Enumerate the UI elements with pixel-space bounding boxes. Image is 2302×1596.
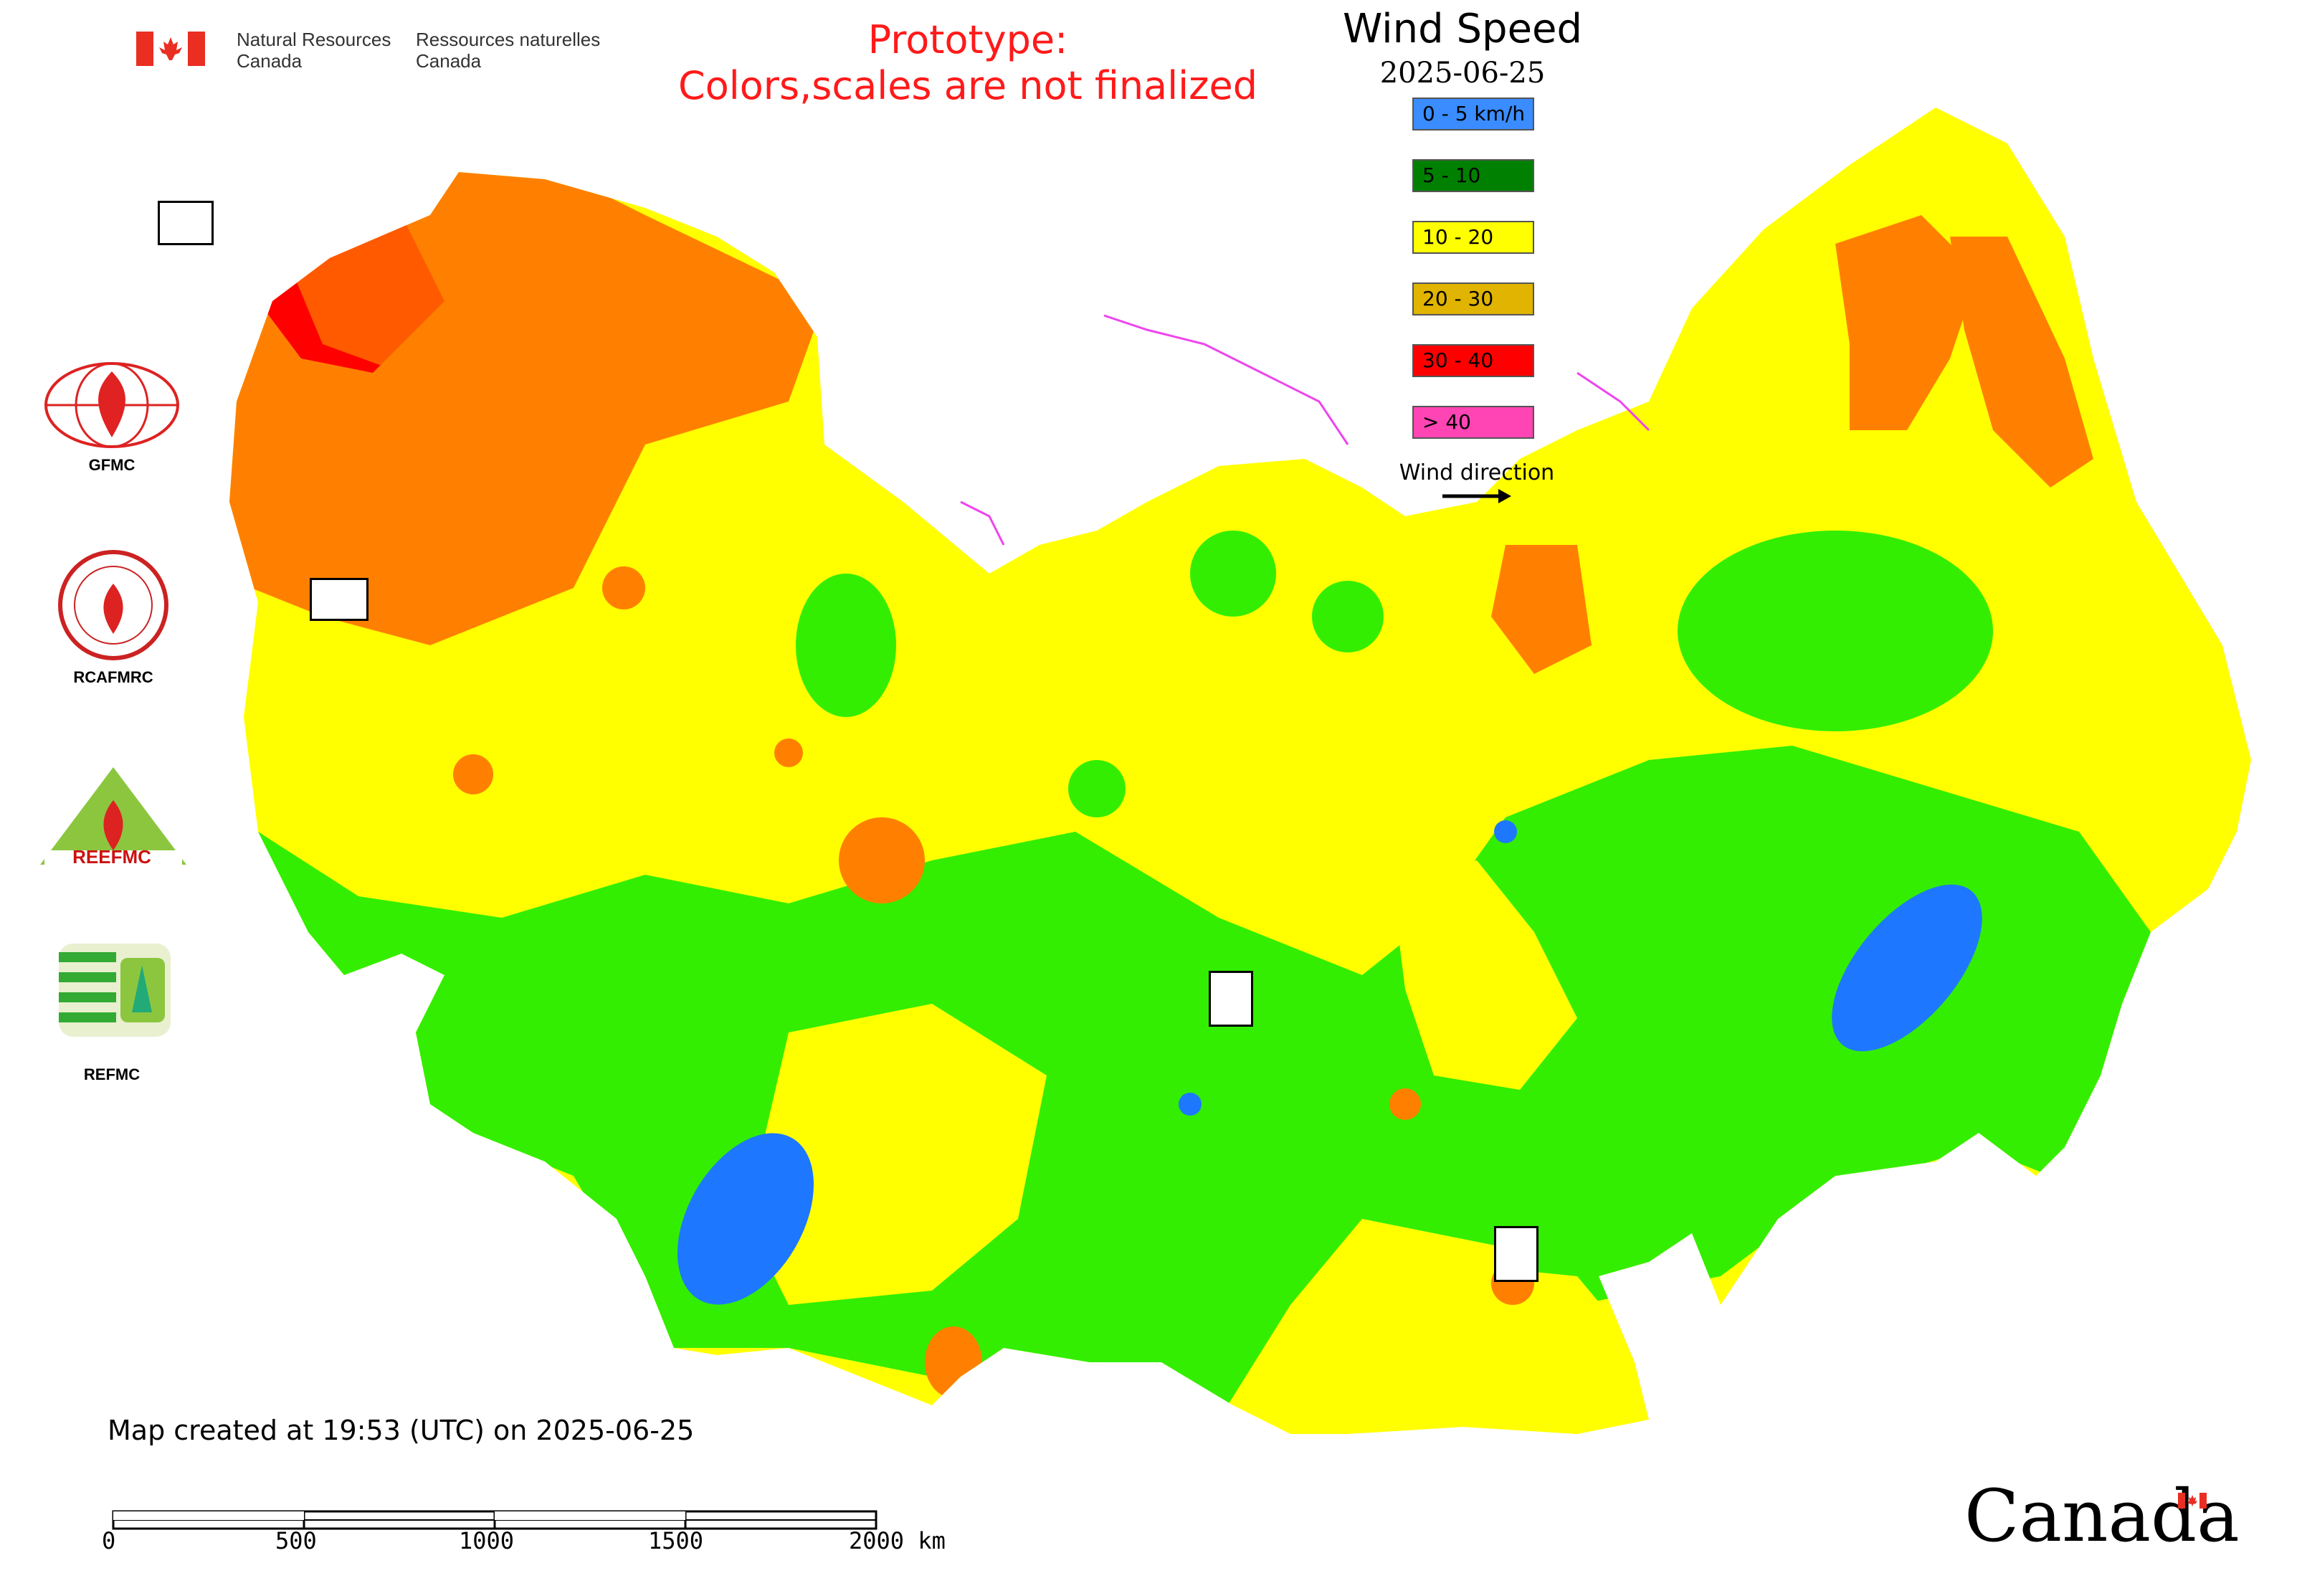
gfmc-logo-icon	[44, 362, 179, 448]
gfmc-map-marker	[158, 201, 214, 245]
refmc-label: REFMC	[83, 1065, 141, 1083]
scale-tick-500: 500	[275, 1527, 317, 1554]
scale-tick-1500: 1500	[648, 1527, 704, 1554]
reefmc-logo-icon	[40, 767, 186, 865]
nrcan-name-fr: Ressources naturelles Canada	[416, 29, 600, 72]
legend-item-20-30: 20 - 30	[1412, 282, 1534, 315]
refmc-logo-icon	[59, 944, 171, 1037]
legend-item-30-40: 30 - 40	[1412, 344, 1534, 377]
legend-item-0-5: 0 - 5 km/h	[1412, 98, 1534, 130]
nrcan-name-fr-line1: Ressources naturelles	[416, 29, 601, 50]
rcafmrc-logo-icon	[58, 550, 168, 660]
scale-tick-2000: 2000 km	[849, 1527, 946, 1554]
prototype-notice: Prototype: Colors,scales are not finaliz…	[645, 17, 1290, 109]
nrcan-name-en-line1: Natural Resources	[237, 29, 391, 50]
rcafmrc-map-marker	[1494, 1226, 1538, 1282]
gfmc-label: GFMC	[88, 456, 135, 474]
canada-wordmark: Canada	[1964, 1474, 2240, 1558]
rcafmrc-label: RCAFMRC	[73, 668, 153, 686]
prototype-notice-line2: Colors,scales are not finalized	[678, 63, 1257, 108]
legend-item-over-40: > 40	[1412, 406, 1534, 439]
canada-flag-icon	[136, 32, 205, 66]
canada-wordmark-flag-icon	[2178, 1493, 2207, 1509]
reefmc-map-marker	[310, 578, 368, 621]
legend-item-10-20: 10 - 20	[1412, 221, 1534, 254]
wind-direction-arrow-icon	[1442, 489, 1511, 503]
legend-item-5-10: 5 - 10	[1412, 159, 1534, 192]
wind-direction-label: Wind direction	[1399, 460, 1555, 485]
scale-bar	[112, 1510, 877, 1530]
reefmc-label: REEFMC	[72, 846, 151, 868]
map-title: Wind Speed	[1342, 6, 1583, 52]
nrcan-name-en: Natural Resources Canada	[237, 29, 391, 72]
nrcan-name-fr-line2: Canada	[416, 50, 482, 72]
prototype-notice-line1: Prototype:	[867, 17, 1068, 62]
refmc-map-marker	[1209, 971, 1253, 1027]
scale-tick-0: 0	[102, 1527, 116, 1554]
scale-tick-1000: 1000	[459, 1527, 515, 1554]
nrcan-name-en-line2: Canada	[237, 50, 303, 72]
map-date: 2025-06-25	[1379, 57, 1546, 90]
map-created-timestamp: Map created at 19:53 (UTC) on 2025-06-25	[108, 1415, 695, 1446]
